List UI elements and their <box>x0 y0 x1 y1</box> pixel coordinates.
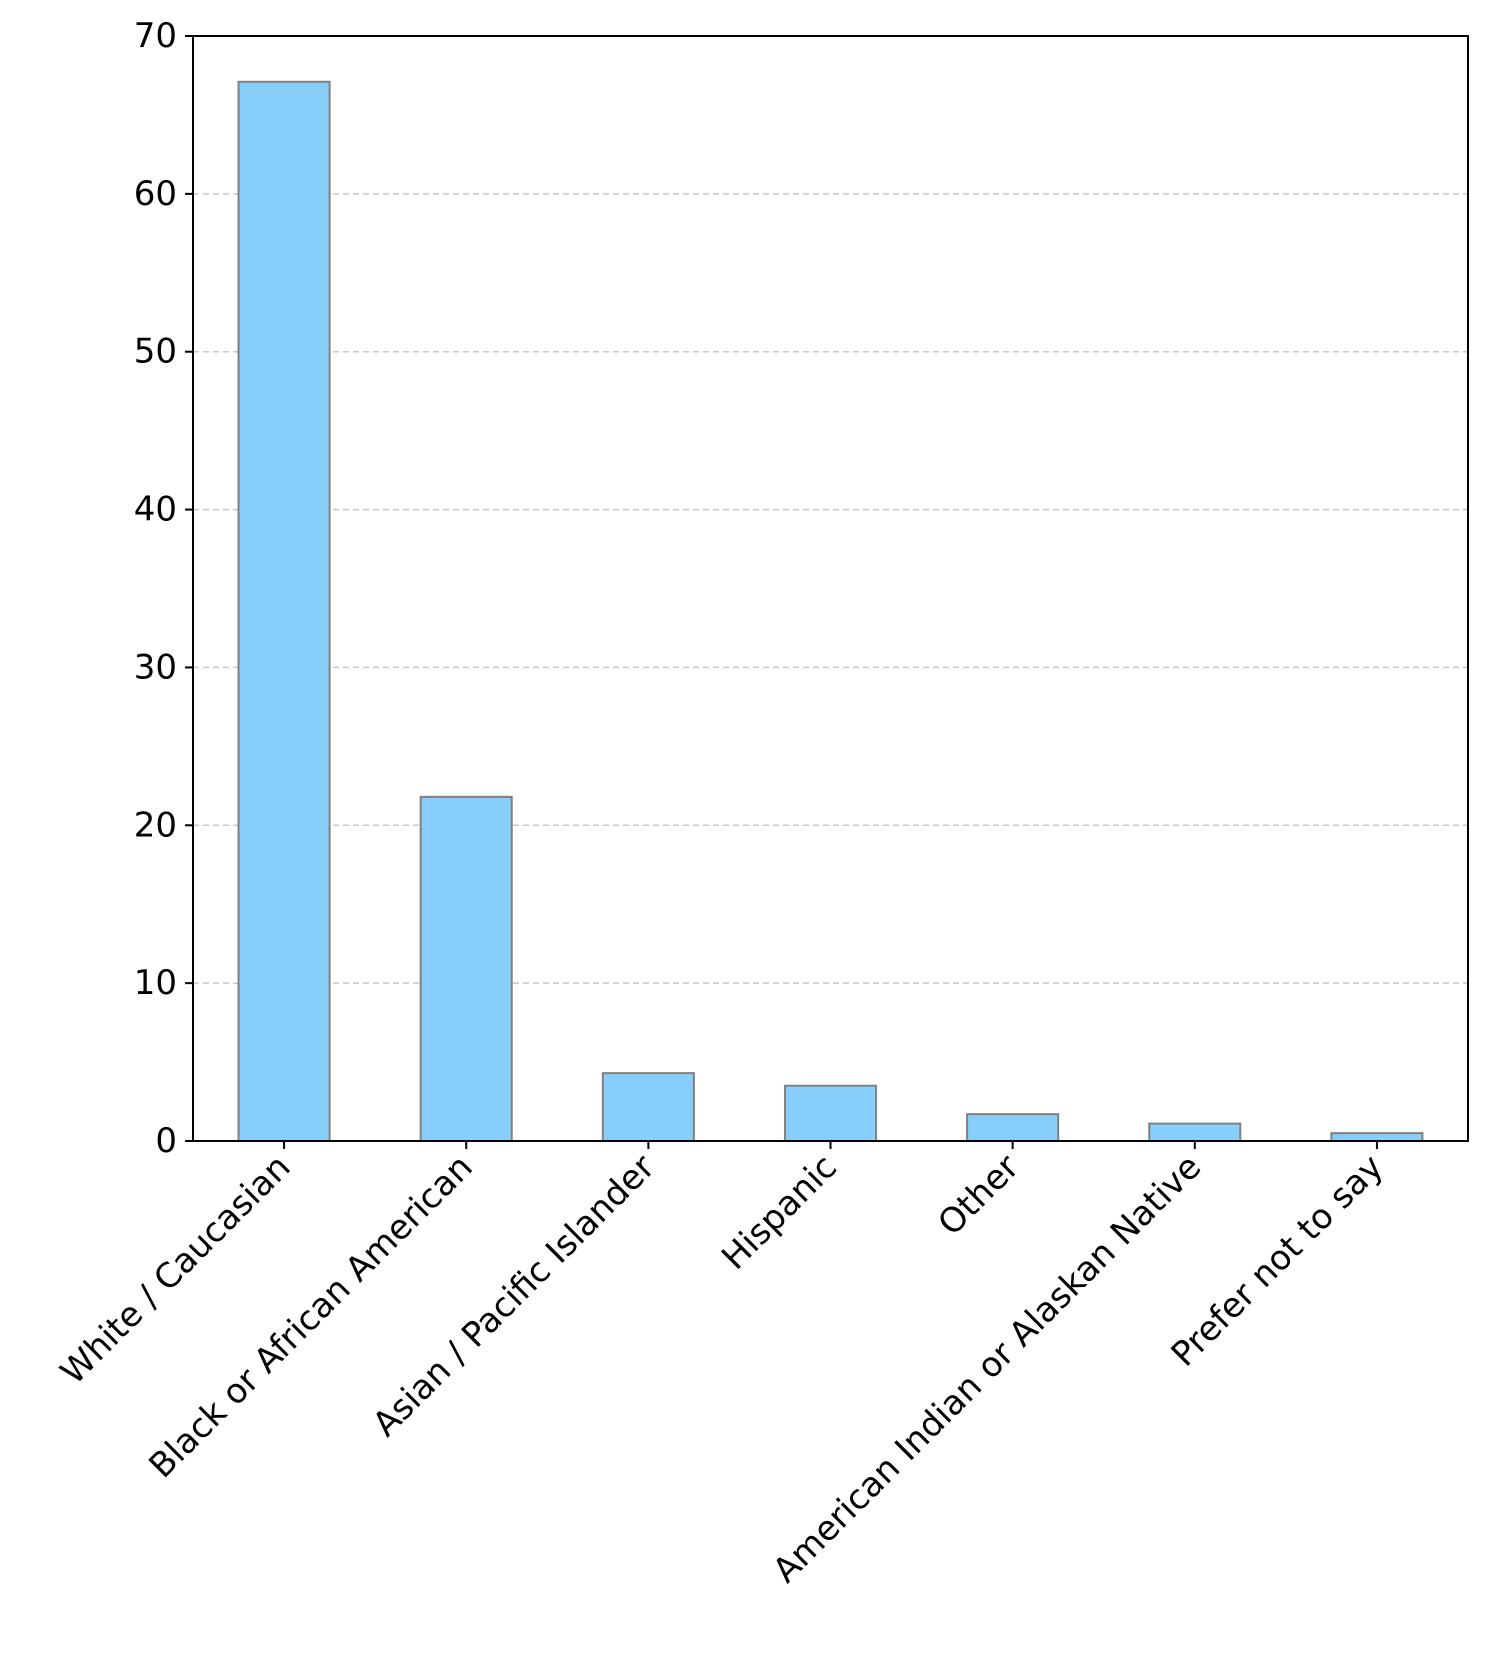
y-tick-label: 0 <box>155 1121 177 1161</box>
bar <box>783 1084 878 1142</box>
y-axis-ticks: 0 10 20 30 40 50 60 70 <box>134 16 193 1161</box>
y-tick-label: 40 <box>134 490 177 530</box>
bar <box>237 80 331 1143</box>
bar <box>601 1072 695 1143</box>
bar <box>966 1113 1060 1143</box>
y-tick-label: 20 <box>134 805 177 845</box>
axes <box>192 35 1469 1142</box>
plot-frame <box>192 35 1469 1142</box>
y-tick-label: 10 <box>134 963 177 1003</box>
y-tick-label: 70 <box>134 16 177 56</box>
x-tick-label: Hispanic <box>714 1147 845 1278</box>
x-tick-label: Black or African American <box>142 1147 481 1486</box>
y-tick-label: 60 <box>134 174 177 214</box>
x-tick-label: Other <box>930 1147 1027 1244</box>
bar <box>419 795 513 1142</box>
y-tick-label: 50 <box>134 332 177 372</box>
grid-lines <box>193 35 1468 984</box>
bar <box>1148 1122 1242 1143</box>
bar <box>1330 1132 1424 1143</box>
bars <box>237 80 1424 1143</box>
y-tick-label: 30 <box>134 647 177 687</box>
